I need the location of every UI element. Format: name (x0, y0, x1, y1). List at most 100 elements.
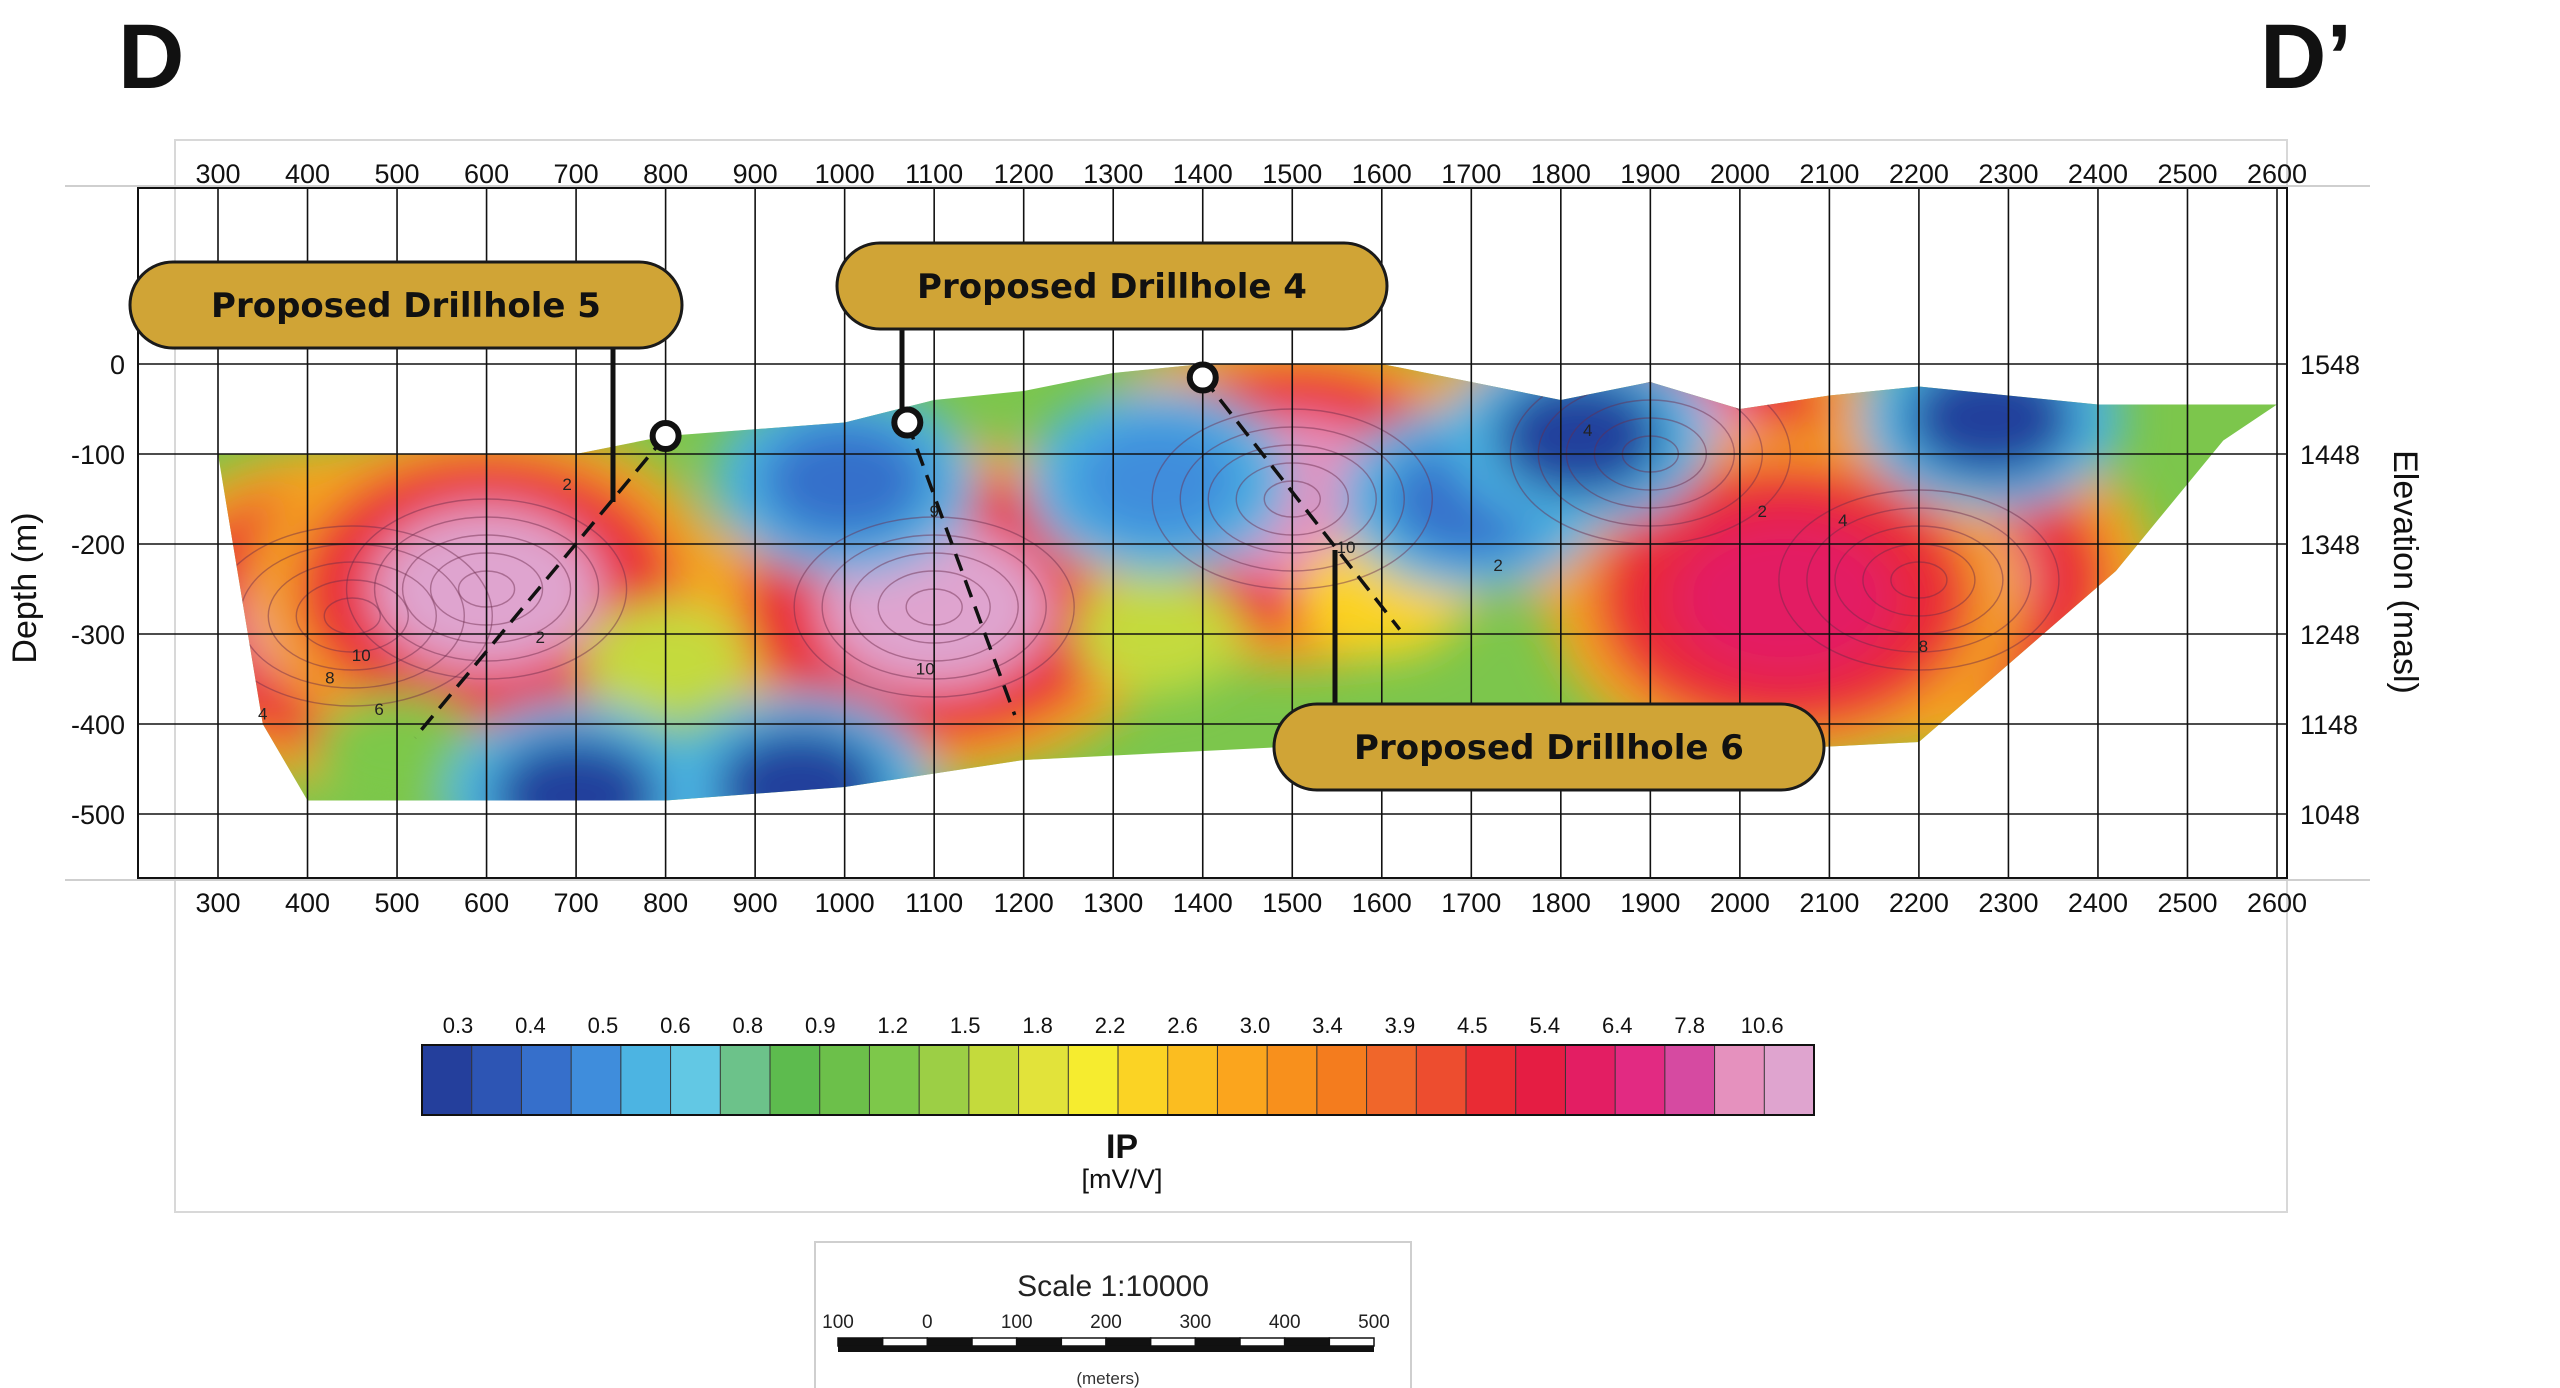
colorbar-tick-label: 1.8 (1022, 1013, 1053, 1038)
drillhole-trace (905, 421, 1017, 716)
colorbar-swatch (521, 1045, 572, 1115)
contour-value-label: 10 (352, 646, 371, 665)
drillhole-label: Proposed Drillhole 4 (917, 267, 1307, 307)
x-tick-label: 1400 (1173, 159, 1233, 189)
scale-tick-label: 100 (822, 1312, 854, 1333)
x-tick-label: 2500 (2157, 159, 2217, 189)
x-tick-label: 900 (733, 159, 778, 189)
x-tick-label: 800 (643, 888, 688, 918)
x-tick-label: 2400 (2068, 888, 2128, 918)
contour-value-label: 8 (1919, 637, 1928, 656)
x-tick-label: 600 (464, 888, 509, 918)
x-axis-bottom: 300 400 500 600 700 800 900 1000 1100 1200 1300 140… (195, 888, 2307, 918)
x-tick-label: 300 (195, 159, 240, 189)
x-tick-label: 1800 (1531, 888, 1591, 918)
colorbar-tick-label: 6.4 (1602, 1013, 1633, 1038)
colorbar-swatch (1565, 1045, 1616, 1115)
drillhole-label: Proposed Drillhole 5 (211, 286, 601, 326)
colorbar-tick-label: 0.6 (660, 1013, 691, 1038)
x-tick-label: 1900 (1620, 159, 1680, 189)
contour-value-label: 2 (562, 475, 571, 494)
x-tick-label: 1700 (1441, 888, 1501, 918)
drillhole-4[interactable]: Proposed Drillhole 4 (835, 241, 1389, 716)
drillhole-5[interactable]: Proposed Drillhole 5 (128, 260, 684, 739)
contour-value-label: 4 (1838, 511, 1847, 530)
colorbar-swatch (1615, 1045, 1666, 1115)
x-tick-label: 1500 (1262, 159, 1322, 189)
drillhole-collar (649, 420, 682, 452)
colorbar-tick-label: 1.2 (877, 1013, 908, 1038)
x-axis-top: 300 400 500 600 700 800 900 1000 1100 1200 1300 140… (195, 159, 2307, 189)
colorbar-swatch (770, 1045, 821, 1115)
elevation-tick-label: 1448 (2300, 440, 2360, 470)
x-tick-label: 1100 (905, 159, 963, 189)
scale-tick-label: 500 (1358, 1312, 1390, 1333)
scale-segment (1015, 1337, 1063, 1347)
scale-segment (971, 1337, 1018, 1347)
elevation-tick-label: 1548 (2300, 350, 2360, 380)
colorbar-swatch (1316, 1045, 1368, 1115)
depth-tick-label: 0 (110, 350, 125, 380)
drillhole-6[interactable]: Proposed Drillhole 6 (1186, 361, 1826, 792)
scale-segment (1239, 1337, 1286, 1347)
x-tick-label: 700 (554, 159, 599, 189)
colorbar-swatch (1217, 1045, 1268, 1115)
elevation-tick-label: 1248 (2300, 620, 2360, 650)
colorbar-tick-label: 0.9 (805, 1013, 836, 1038)
scale-units: (meters) (1076, 1369, 1139, 1388)
scale-segment (1149, 1337, 1197, 1347)
x-tick-label: 1300 (1083, 159, 1143, 189)
drillhole-collar (1186, 361, 1219, 394)
depth-tick-label: -100 (71, 440, 125, 470)
x-tick-label: 800 (643, 159, 688, 189)
x-tick-label: 2200 (1889, 888, 1949, 918)
colorbar-swatch (1664, 1045, 1716, 1115)
drillholes: Proposed Drillhole 5 Proposed Drillhole 4… (128, 241, 1826, 792)
colorbar-swatch (1416, 1045, 1467, 1115)
contour-value-label: 4 (258, 705, 267, 724)
colorbar-swatch (1466, 1045, 1517, 1115)
depth-tick-label: -300 (71, 620, 125, 650)
x-tick-label: 1200 (994, 888, 1054, 918)
x-tick-label: 400 (285, 159, 330, 189)
x-tick-label: 600 (464, 159, 509, 189)
ip-anomaly (1670, 517, 1899, 679)
scale-box (814, 1241, 1412, 1388)
scale-tick-label: 100 (1001, 1312, 1033, 1333)
elevation-tick-label: 1148 (2300, 710, 2358, 740)
scale-ticks: 100 0 100 200 300 400 500 (822, 1312, 1390, 1333)
x-tick-label: 2600 (2247, 888, 2307, 918)
contour-line (218, 525, 493, 707)
scale-segment (1060, 1337, 1107, 1347)
x-tick-label: 2100 (1799, 888, 1859, 918)
colorbar-tick-label: 7.8 (1674, 1013, 1705, 1038)
x-tick-label: 1500 (1262, 888, 1322, 918)
x-tick-label: 1700 (1441, 159, 1501, 189)
colorbar-units: [mV/V] (1081, 1164, 1162, 1194)
colorbar-swatch (919, 1045, 970, 1115)
section-start-label: D (118, 6, 184, 108)
scale-tick-label: 0 (922, 1312, 933, 1333)
x-tick-label: 2000 (1710, 159, 1770, 189)
x-tick-label: 2100 (1799, 159, 1859, 189)
colorbar-swatch (1714, 1045, 1765, 1115)
scale-tick-label: 300 (1179, 1312, 1211, 1333)
contour-value-label: 9 (929, 502, 938, 521)
colorbar-tick-label: 0.8 (733, 1013, 764, 1038)
colorbar-tick-label: 10.6 (1741, 1013, 1784, 1038)
plot-frame (137, 187, 2288, 879)
x-tick-label: 500 (375, 888, 420, 918)
scale-segment (1105, 1337, 1152, 1347)
contour-labels: 108642210921042482 (258, 417, 1928, 724)
drillhole-collar (891, 406, 924, 439)
scale-segment (1328, 1337, 1375, 1347)
colorbar-swatch (670, 1045, 721, 1115)
drillhole-trace (1201, 376, 1402, 631)
drillhole-trace (413, 434, 667, 739)
x-tick-label: 1600 (1352, 888, 1412, 918)
scale-tick-label: 400 (1269, 1312, 1301, 1333)
scale-baseline (838, 1346, 1374, 1352)
depth-tick-label: -400 (71, 710, 125, 740)
scale-segment (881, 1337, 929, 1347)
